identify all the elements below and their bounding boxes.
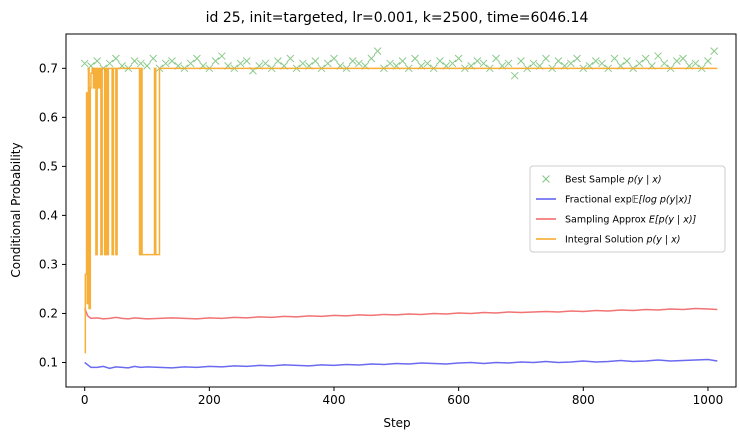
- scatter-point: [355, 59, 363, 68]
- scatter-point: [610, 54, 619, 63]
- legend-item-best-sample-p-y-x: Best Sample p(y | x): [542, 175, 662, 186]
- scatter-point: [298, 59, 307, 68]
- plot-frame: [65, 33, 737, 388]
- scatter-point: [236, 59, 245, 68]
- x-tick-label: 800: [572, 393, 595, 407]
- y-axis-title: Conditional Probability: [9, 142, 23, 277]
- scatter-point: [398, 57, 407, 65]
- y-tick-label: 0.2: [39, 306, 58, 320]
- scatter-point: [286, 54, 295, 63]
- scatter-point: [679, 54, 687, 63]
- legend: Best Sample p(y | x) Fractional exp𝔼[log …: [529, 165, 726, 253]
- scatter-point: [660, 59, 669, 68]
- legend-label: Fractional exp𝔼[log p(y|x)]: [565, 195, 692, 206]
- series-integral-solution-p-y-x: [84, 67, 718, 354]
- scatter-point: [654, 52, 662, 60]
- scatter-point: [242, 57, 251, 65]
- x-tick-label: 400: [323, 393, 346, 407]
- scatter-point: [161, 59, 170, 68]
- scatter-point: [323, 59, 332, 68]
- legend-frame: [529, 165, 726, 253]
- series-line: [84, 307, 718, 320]
- x-tick-label: 200: [198, 393, 221, 407]
- scatter-point: [149, 54, 158, 63]
- scatter-point: [448, 59, 457, 68]
- scatter-point: [186, 59, 195, 68]
- series-fractional-exp-log-p-y-x: [84, 358, 718, 370]
- scatter-point: [704, 57, 712, 65]
- scatter-point: [566, 59, 575, 68]
- y-tick-label: 0.4: [39, 208, 58, 222]
- scatter-point: [554, 57, 563, 65]
- scatter-point: [635, 59, 644, 68]
- scatter-point: [411, 54, 419, 63]
- scatter-point: [423, 59, 432, 68]
- legend-item-sampling-approx-e-p-y-x: Sampling Approx E[p(y | x)]: [536, 215, 697, 226]
- scatter-point: [479, 59, 488, 68]
- scatter-point: [330, 54, 338, 63]
- scatter-point: [211, 57, 220, 65]
- scatter-point: [93, 57, 102, 65]
- scatter-point: [517, 57, 525, 65]
- scatter-point: [510, 71, 519, 80]
- series-line: [84, 358, 718, 370]
- x-tick-label: 0: [81, 393, 89, 407]
- scatter-point: [136, 59, 145, 68]
- scatter-point: [641, 54, 650, 63]
- scatter-point: [274, 57, 282, 65]
- scatter-point: [492, 54, 500, 63]
- scatter-point: [80, 59, 89, 68]
- y-tick-label: 0.1: [39, 355, 58, 369]
- scatter-point: [454, 54, 463, 63]
- scatter-point: [217, 52, 226, 60]
- scatter-point: [473, 57, 482, 65]
- legend-marker: [542, 175, 550, 183]
- scatter-point: [623, 57, 631, 65]
- scatter-point: [598, 59, 606, 68]
- scatter-point: [573, 54, 581, 63]
- legend-item-fractional-exp-log-p-y-x: Fractional exp𝔼[log p(y|x)]: [536, 195, 692, 206]
- scatter-point: [710, 47, 719, 56]
- y-tick-label: 0.3: [39, 257, 58, 271]
- scatter-point: [105, 59, 114, 68]
- chart-title: id 25, init=targeted, lr=0.001, k=2500, …: [206, 10, 589, 26]
- y-tick-label: 0.6: [39, 110, 58, 124]
- scatter-point: [168, 57, 176, 65]
- x-tick-label: 600: [447, 393, 470, 407]
- scatter-point: [436, 57, 444, 65]
- scatter-point: [504, 59, 513, 68]
- legend-label: Integral Solution p(y | x): [565, 235, 680, 246]
- y-tick-label: 0.7: [39, 61, 58, 75]
- series-sampling-approx-e-p-y-x: [84, 307, 718, 320]
- scatter-point: [112, 54, 120, 63]
- series-line: [84, 67, 718, 354]
- scatter-point: [542, 54, 550, 63]
- x-axis: 0 200 400 600 800 1000: [81, 387, 723, 407]
- scatter-point: [261, 59, 270, 68]
- scatter-point: [672, 57, 681, 65]
- scatter-point: [348, 57, 357, 65]
- scatter-point: [691, 59, 700, 68]
- x-tick-label: 1000: [693, 393, 724, 407]
- legend-item-integral-solution-p-y-x: Integral Solution p(y | x): [536, 235, 680, 246]
- legend-label: Best Sample p(y | x): [565, 175, 662, 186]
- scatter-point: [373, 47, 382, 56]
- scatter-point: [591, 57, 600, 65]
- scatter-point: [193, 54, 201, 63]
- series-best-sample-p-y-x: [80, 47, 719, 80]
- plot-area: [80, 47, 719, 370]
- y-tick-label: 0.5: [39, 159, 58, 173]
- scatter-point: [529, 59, 538, 68]
- scatter-point: [386, 59, 394, 68]
- scatter-point: [130, 57, 139, 65]
- scatter-point: [143, 62, 151, 70]
- x-axis-title: Step: [383, 416, 410, 430]
- legend-label: Sampling Approx E[p(y | x)]: [565, 215, 697, 226]
- scatter-point: [311, 57, 320, 65]
- scatter-point: [367, 54, 376, 63]
- y-axis: 0.1 0.2 0.3 0.4 0.5 0.6 0.7: [39, 61, 66, 369]
